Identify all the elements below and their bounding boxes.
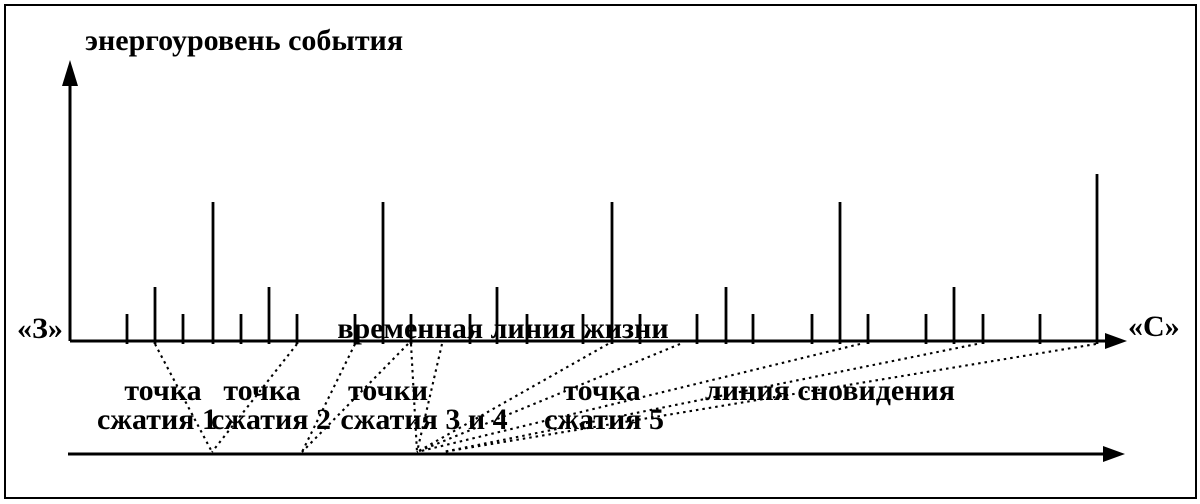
- compression-point-2-label-line2: сжатия 2: [210, 403, 332, 436]
- compression-point-2-label-line1: точка: [223, 374, 301, 407]
- life-timeline-arrowhead: [1105, 333, 1127, 349]
- dreamline-label: линия сновидения: [704, 374, 956, 407]
- compression-points-3-4-label-line1: точки: [347, 374, 429, 407]
- compression-connector: [415, 343, 444, 453]
- compression-connector: [154, 343, 213, 453]
- timeline-west-marker: «З»: [17, 312, 63, 345]
- dream-line-arrowhead: [1103, 446, 1125, 462]
- compression-points-3-4-label-line2: сжатия 3 и 4: [340, 403, 508, 436]
- compression-point-5-label-line2: сжатия 5: [543, 403, 665, 436]
- compression-connector: [301, 343, 356, 453]
- energy-axis-arrowhead: [62, 60, 78, 86]
- lifeline-label: временная линия жизни: [337, 312, 669, 345]
- timeline-east-marker: «С»: [1128, 310, 1180, 343]
- compression-connector: [416, 343, 609, 453]
- compression-connector: [416, 342, 861, 454]
- compression-point-1-label-line1: точка: [124, 374, 202, 407]
- compression-point-1-label-line2: сжатия 1: [96, 403, 218, 436]
- compression-point-5-label-line1: точка: [563, 374, 641, 407]
- compression-connector: [409, 343, 419, 453]
- compression-connector: [416, 343, 681, 453]
- energy-axis-title: энергоуровень события: [85, 24, 404, 57]
